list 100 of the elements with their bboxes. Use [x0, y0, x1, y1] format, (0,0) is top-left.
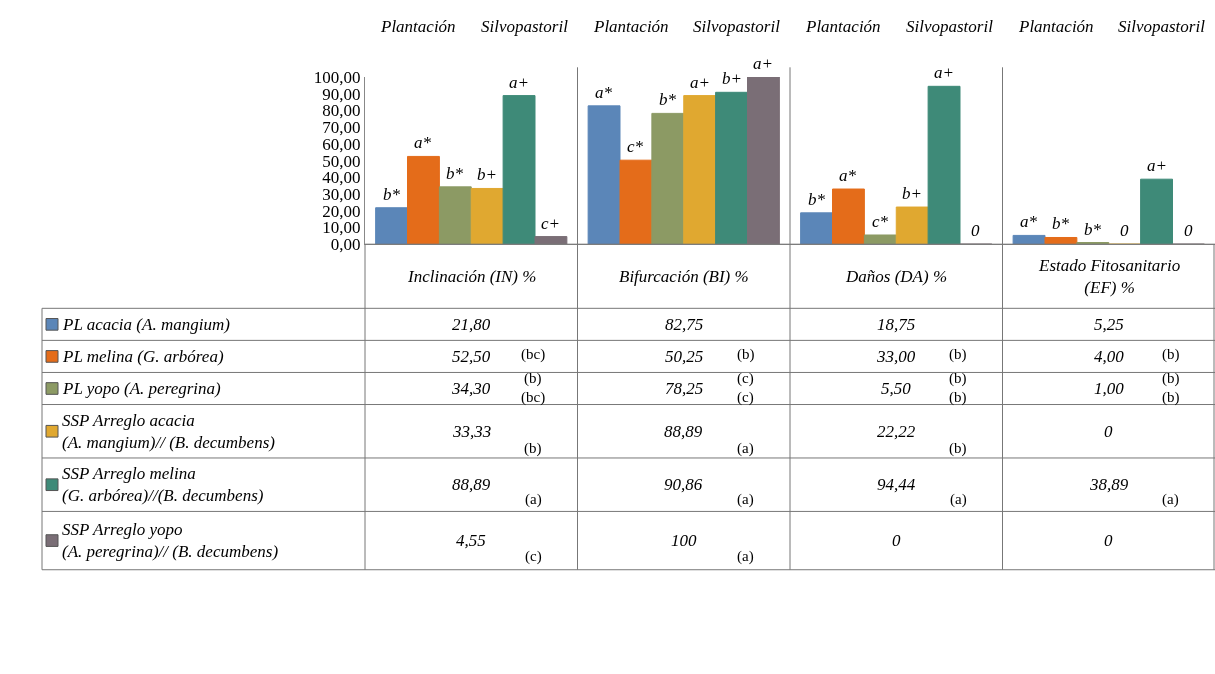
data-label: 18,75 — [877, 315, 916, 334]
annotation: a+ — [1147, 156, 1167, 175]
legend-label: SSP Arreglo yopo (A. peregrina)// (B. decumbens) — [62, 520, 279, 562]
legend-label: PL yopo (A. peregrina) — [62, 379, 222, 398]
text: Plantación — [1018, 17, 1094, 36]
y-tick-label: 50,00 — [322, 151, 361, 171]
bar — [863, 234, 897, 245]
bar — [1140, 178, 1173, 245]
annotation: a+ — [690, 73, 710, 92]
annotation: b* — [808, 190, 826, 209]
text: (b) — [949, 346, 967, 363]
text: (b) — [524, 370, 542, 387]
text: Plantación — [593, 17, 669, 36]
bar — [927, 85, 961, 245]
annotation: b+ — [722, 69, 742, 88]
bar — [683, 95, 717, 245]
annotation: a* — [839, 166, 857, 185]
annotation: 0 — [1120, 221, 1129, 240]
text: (b) — [949, 389, 967, 406]
text: Silvopastoril — [1118, 17, 1206, 36]
text: (b) — [949, 440, 967, 457]
bar — [715, 91, 748, 245]
text: (a) — [737, 440, 754, 457]
text: (c) — [737, 370, 754, 387]
data-label: 0 — [1104, 422, 1113, 441]
data-label: 90,86 — [664, 475, 703, 494]
text: (b) — [524, 440, 542, 457]
data-label: 94,44 — [877, 475, 916, 494]
text: (c) — [525, 548, 542, 565]
bar — [832, 188, 865, 245]
data-label: 22,22 — [877, 422, 916, 441]
text: Silvopastoril — [693, 17, 781, 36]
annotation: 0 — [971, 221, 980, 240]
y-tick-label: 10,00 — [322, 218, 361, 238]
data-label: 4,00 — [1094, 347, 1125, 366]
text: (a) — [950, 491, 967, 508]
annotation: b* — [1052, 214, 1070, 233]
text: (a) — [737, 491, 754, 508]
bar — [470, 187, 504, 245]
text: (a) — [737, 548, 754, 565]
text: Plantación — [380, 17, 456, 36]
text: a+ — [753, 54, 773, 73]
annotation: b+ — [902, 184, 922, 203]
x-tick-label: Bifurcación (BI) % — [619, 267, 749, 286]
bar — [502, 95, 536, 245]
text: (bc) — [521, 346, 546, 363]
y-tick-label: 90,00 — [322, 84, 361, 104]
bar — [651, 112, 685, 245]
annotation: a+ — [934, 63, 954, 82]
text: (bc) — [521, 389, 546, 406]
annotation: a* — [595, 83, 613, 102]
text: (b) — [1162, 389, 1180, 406]
data-label: 0 — [892, 531, 901, 550]
y-tick-label: 20,00 — [322, 201, 361, 221]
annotation: 0 — [1184, 221, 1193, 240]
text: (a) — [525, 491, 542, 508]
x-tick-label: Estado Fitosanitario (EF) % — [1038, 256, 1181, 298]
y-tick-label: 80,00 — [322, 101, 361, 121]
data-label: 33,00 — [876, 347, 916, 366]
text: (b) — [737, 346, 755, 363]
data-label: 5,50 — [881, 379, 912, 398]
annotation: a* — [1020, 212, 1038, 231]
data-label: 1,00 — [1094, 379, 1125, 398]
data-label: 82,75 — [665, 315, 704, 334]
data-label: 34,30 — [451, 379, 491, 398]
bar — [375, 207, 408, 245]
data-label: 100 — [671, 531, 697, 550]
bar — [438, 186, 472, 245]
y-tick-label: 100,00 — [313, 67, 361, 87]
data-label: 50,25 — [665, 347, 704, 366]
data-label: 4,55 — [456, 531, 486, 550]
data-label: 21,80 — [452, 315, 491, 334]
annotation: b* — [446, 164, 464, 183]
legend-label: SSP Arreglo acacia (A. mangium)// (B. decumbens) — [62, 411, 276, 453]
annotation: c* — [627, 137, 644, 156]
text: (b) — [1162, 370, 1180, 387]
text: Silvopastoril — [481, 17, 569, 36]
bar — [895, 206, 929, 245]
legend-label: PL acacia (A. mangium) — [62, 315, 231, 334]
bar — [800, 212, 833, 245]
bar — [619, 159, 653, 245]
bar — [407, 155, 440, 245]
data-label: 88,89 — [664, 422, 703, 441]
text: (c) — [737, 389, 754, 406]
text: (b) — [1162, 346, 1180, 363]
x-tick-label: Inclinación (IN) % — [407, 267, 537, 286]
data-label: 38,89 — [1089, 475, 1129, 494]
text: Plantación — [805, 17, 881, 36]
data-label: 33,33 — [452, 422, 492, 441]
annotation: b* — [659, 90, 677, 109]
annotation: c+ — [541, 214, 561, 233]
text: (a) — [1162, 491, 1179, 508]
annotation: a+ — [509, 73, 529, 92]
bar — [587, 105, 621, 245]
text: (b) — [949, 370, 967, 387]
legend-label: SSP Arreglo melina (G. arbórea)//(B. decumbens) — [62, 464, 264, 506]
legend-label: PL melina (G. arbórea) — [62, 347, 224, 366]
data-label: 78,25 — [665, 379, 704, 398]
y-tick-label: 0,00 — [330, 235, 361, 255]
bar — [1012, 234, 1046, 245]
